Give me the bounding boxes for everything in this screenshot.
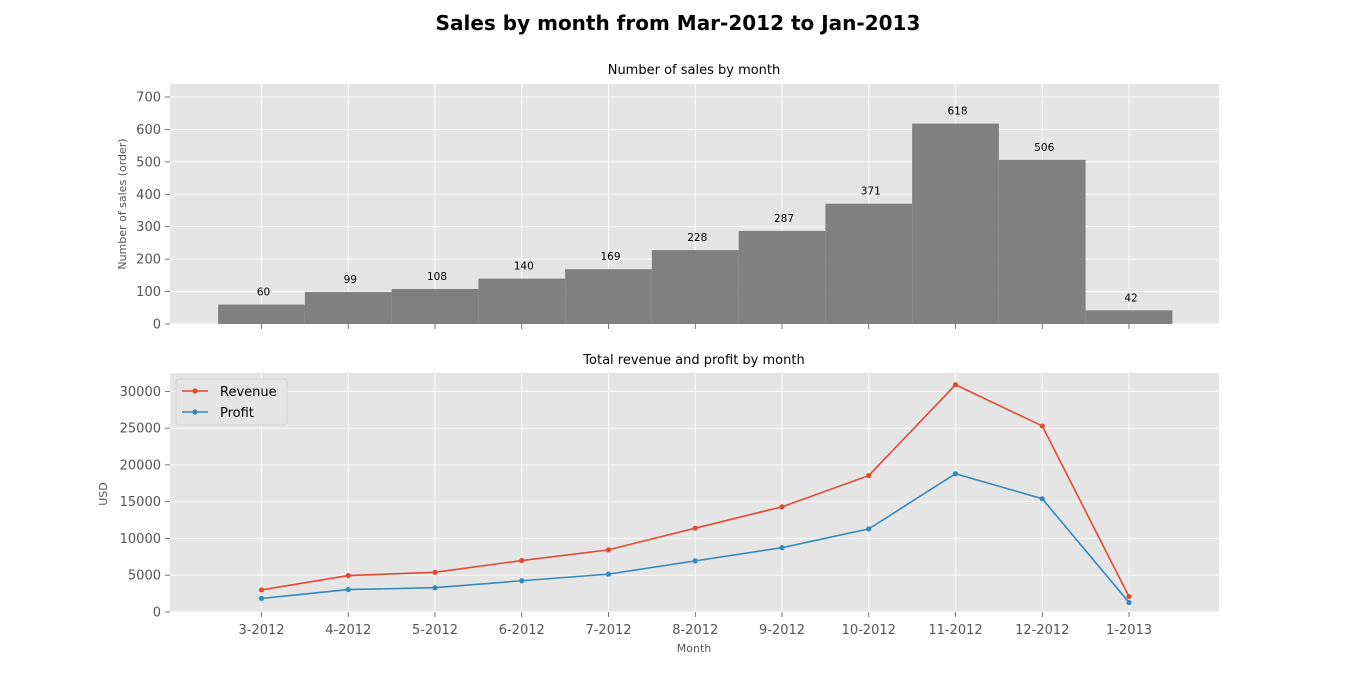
line-chart-panel: 0 5000 10000 15000 20000 25000 30000 3-2012 4-2… [97,353,1219,655]
bar-value-label: 108 [427,271,447,283]
bar-value-label: 618 [947,106,967,118]
point-revenue-7-2012 [605,547,612,553]
bar-6-2012 [478,278,566,324]
line-y-tick-label: 25000 [120,422,161,437]
bar-chart-panel: 60 99 108 140 169 228 287 371 618 506 42 0 100 200 30… [116,63,1219,333]
point-profit-1-2013 [1126,599,1132,606]
bar-x-tick-marks [261,324,1130,329]
point-profit-7-2012 [605,571,612,577]
legend-entry-profit: Profit [182,406,254,421]
bar-value-labels: 60 99 108 140 169 228 287 371 618 506 42 [257,106,1138,305]
line-x-ticks: 3-2012 4-2012 5-2012 6-2012 7-2012 8-2012 9-20… [238,612,1152,638]
x-tick-label-9-2012: 9-2012 [759,623,805,638]
x-tick-label-6-2012: 6-2012 [499,623,545,638]
line-y-tick-label: 0 [153,606,161,621]
point-profit-5-2012 [432,585,438,591]
bar-value-label: 140 [514,261,534,273]
line-y-tick-label: 15000 [120,495,161,510]
point-revenue-10-2012 [866,472,872,479]
point-profit-6-2012 [519,578,525,584]
bar-7-2012 [565,269,652,324]
bar-y-tick-label: 400 [136,188,161,203]
bar-value-label: 169 [600,251,620,263]
line-chart-title: Total revenue and profit by month [582,353,804,368]
point-revenue-6-2012 [519,557,525,564]
legend-label-revenue: Revenue [220,385,277,400]
bar-9-2012 [738,230,826,324]
line-y-tick-label: 30000 [120,385,161,400]
bar-value-label: 228 [687,232,707,244]
bar-value-label: 60 [257,287,270,299]
legend-entry-revenue: Revenue [182,385,277,400]
line-series-group [258,382,1132,606]
point-profit-9-2012 [779,545,785,551]
x-tick-label-3-2012: 3-2012 [238,623,284,638]
point-revenue-9-2012 [779,504,785,510]
point-revenue-5-2012 [432,569,438,575]
x-tick-label-11-2012: 11-2012 [928,623,982,638]
legend: Revenue Profit [175,378,288,426]
line-y-tick-label: 10000 [120,532,161,547]
x-tick-label-1-2013: 1-2013 [1106,623,1152,638]
line-plot-area [170,373,1219,612]
point-profit-3-2012 [258,595,265,601]
bar-y-tick-label: 500 [136,155,161,170]
bar-value-label: 371 [861,186,881,198]
x-tick-label-8-2012: 8-2012 [672,623,718,638]
point-profit-4-2012 [345,586,351,593]
point-profit-11-2012 [952,471,959,477]
bar-y-ticks: 0 100 200 300 400 500 600 700 [136,90,170,333]
bar-8-2012 [651,250,739,324]
bar-11-2012 [912,123,999,324]
x-tick-label-7-2012: 7-2012 [585,623,631,638]
bar-y-tick-label: 100 [136,285,161,300]
line-x-axis-label: Month [677,642,712,655]
bar-y-tick-label: 600 [136,123,161,138]
legend-label-profit: Profit [220,406,254,421]
x-tick-label-5-2012: 5-2012 [412,623,458,638]
bar-marks [218,123,1173,324]
line-y-tick-label: 5000 [128,569,161,584]
legend-marker-revenue [192,388,198,394]
bar-value-label: 287 [774,213,794,225]
line-y-ticks: 0 5000 10000 15000 20000 25000 30000 [120,385,170,621]
point-revenue-4-2012 [345,572,351,579]
figure-title: Sales by month from Mar-2012 to Jan-2013 [436,11,921,35]
point-revenue-11-2012 [952,382,959,388]
x-tick-label-10-2012: 10-2012 [842,623,896,638]
bar-value-label: 42 [1124,292,1137,304]
bar-value-label: 506 [1034,142,1054,154]
point-revenue-12-2012 [1039,423,1045,429]
point-profit-12-2012 [1039,496,1045,502]
point-revenue-3-2012 [258,587,265,593]
bar-y-axis-label: Number of sales (order) [116,138,129,269]
legend-marker-profit [192,409,198,415]
bar-y-tick-label: 0 [153,318,161,333]
bar-10-2012 [825,203,913,324]
bar-1-2013 [1085,310,1173,324]
bar-chart-title: Number of sales by month [608,63,781,78]
x-tick-label-4-2012: 4-2012 [325,623,371,638]
point-profit-10-2012 [866,526,872,532]
x-tick-label-12-2012: 12-2012 [1015,623,1069,638]
bar-value-label: 99 [344,274,357,286]
bar-y-tick-label: 700 [136,90,161,105]
point-profit-8-2012 [692,558,698,564]
line-y-axis-label: USD [97,482,110,506]
bar-12-2012 [998,159,1086,324]
line-y-tick-label: 20000 [120,458,161,473]
point-revenue-8-2012 [692,525,698,531]
bar-4-2012 [304,291,392,324]
bar-5-2012 [391,288,479,324]
point-revenue-1-2013 [1126,593,1132,600]
bar-y-tick-label: 200 [136,253,161,268]
bar-y-tick-label: 300 [136,220,161,235]
bar-3-2012 [218,304,305,324]
